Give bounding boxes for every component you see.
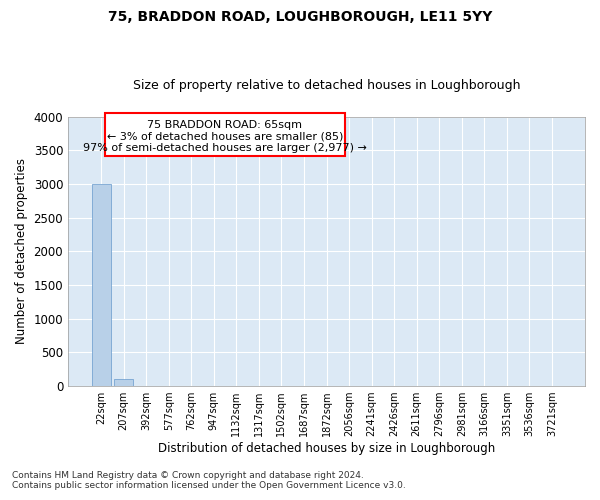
Text: 97% of semi-detached houses are larger (2,977) →: 97% of semi-detached houses are larger (… — [83, 143, 367, 153]
Y-axis label: Number of detached properties: Number of detached properties — [15, 158, 28, 344]
X-axis label: Distribution of detached houses by size in Loughborough: Distribution of detached houses by size … — [158, 442, 495, 455]
Bar — [92, 184, 110, 386]
Title: Size of property relative to detached houses in Loughborough: Size of property relative to detached ho… — [133, 79, 520, 92]
FancyBboxPatch shape — [105, 114, 344, 156]
Text: ← 3% of detached houses are smaller (85): ← 3% of detached houses are smaller (85) — [107, 132, 343, 141]
Text: Contains HM Land Registry data © Crown copyright and database right 2024.
Contai: Contains HM Land Registry data © Crown c… — [12, 470, 406, 490]
Text: 75, BRADDON ROAD, LOUGHBOROUGH, LE11 5YY: 75, BRADDON ROAD, LOUGHBOROUGH, LE11 5YY — [108, 10, 492, 24]
Text: 75 BRADDON ROAD: 65sqm: 75 BRADDON ROAD: 65sqm — [148, 120, 302, 130]
Bar — [114, 379, 133, 386]
